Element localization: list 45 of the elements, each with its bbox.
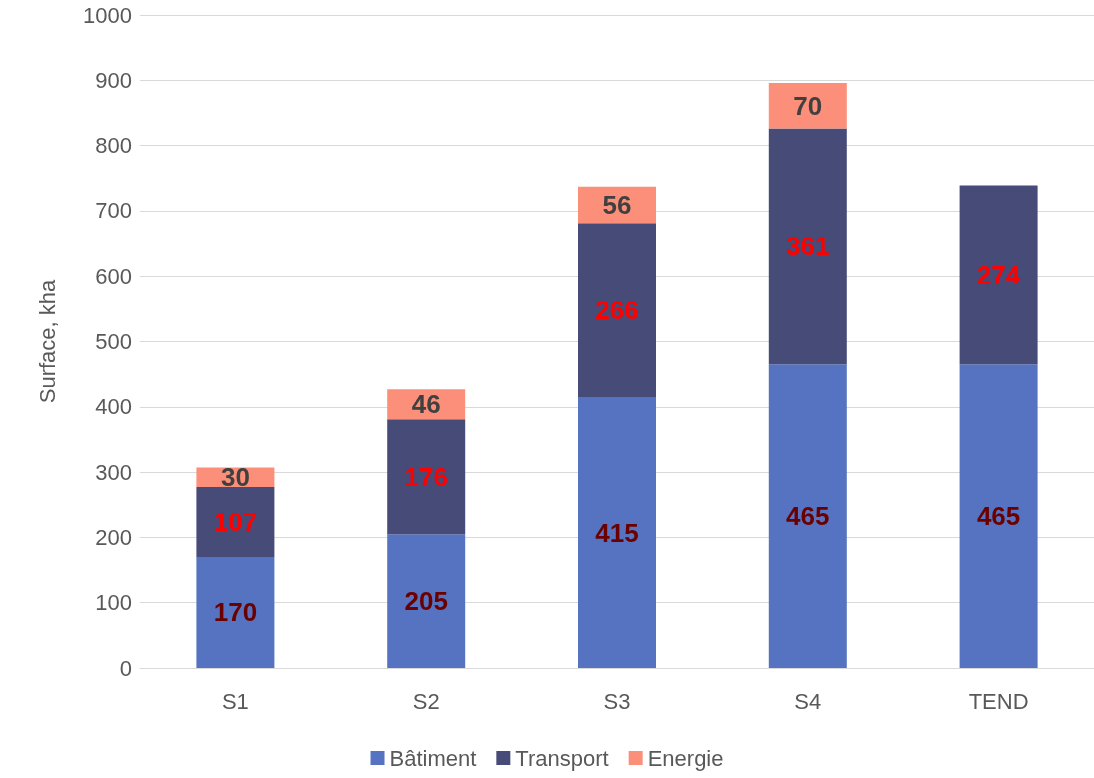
legend-label: Energie [647,745,724,771]
x-tick-label: S2 [412,688,440,714]
y-tick-label: 200 [95,524,132,550]
y-tick-label: 400 [95,394,132,420]
data-label: 30 [220,462,250,493]
y-tick-label: 1000 [83,2,132,28]
y-tick-label: 100 [95,590,132,616]
data-label: 415 [595,517,639,548]
legend-label: Bâtiment [389,745,477,771]
bar [578,397,656,668]
bar [768,128,847,365]
data-label: 170 [213,597,258,628]
y-tick-label: 300 [95,459,132,485]
bar [387,534,466,668]
data-label: 465 [976,501,1021,532]
x-tick-label: TEND [968,688,1029,714]
data-label: 266 [595,295,639,326]
y-axis-title: Surface, kha [34,278,60,404]
bar [196,556,275,668]
bar [768,364,847,668]
bar [959,364,1038,668]
x-tick-label: S4 [794,688,822,714]
y-tick-label: 800 [95,133,132,159]
y-tick-label: 700 [95,198,132,224]
data-label: 465 [786,501,830,532]
y-tick-label: 0 [119,655,132,681]
data-label: 274 [976,259,1021,290]
y-tick-label: 900 [95,67,132,93]
data-label: 46 [411,389,441,420]
bar [959,185,1038,365]
y-tick-label: 500 [95,329,132,354]
data-label: 107 [213,507,258,538]
data-label: 56 [602,190,632,221]
data-label: 176 [404,461,448,492]
bar [196,487,275,557]
bar [578,223,656,398]
data-label: 361 [786,231,830,262]
x-tick-label: S1 [221,688,249,714]
bar [387,419,466,535]
legend-label: Transport [515,745,609,771]
x-tick-label: S3 [603,688,631,714]
y-tick-label: 600 [95,263,132,289]
bar [768,82,847,129]
data-label: 70 [793,90,823,121]
data-label: 205 [404,586,448,617]
